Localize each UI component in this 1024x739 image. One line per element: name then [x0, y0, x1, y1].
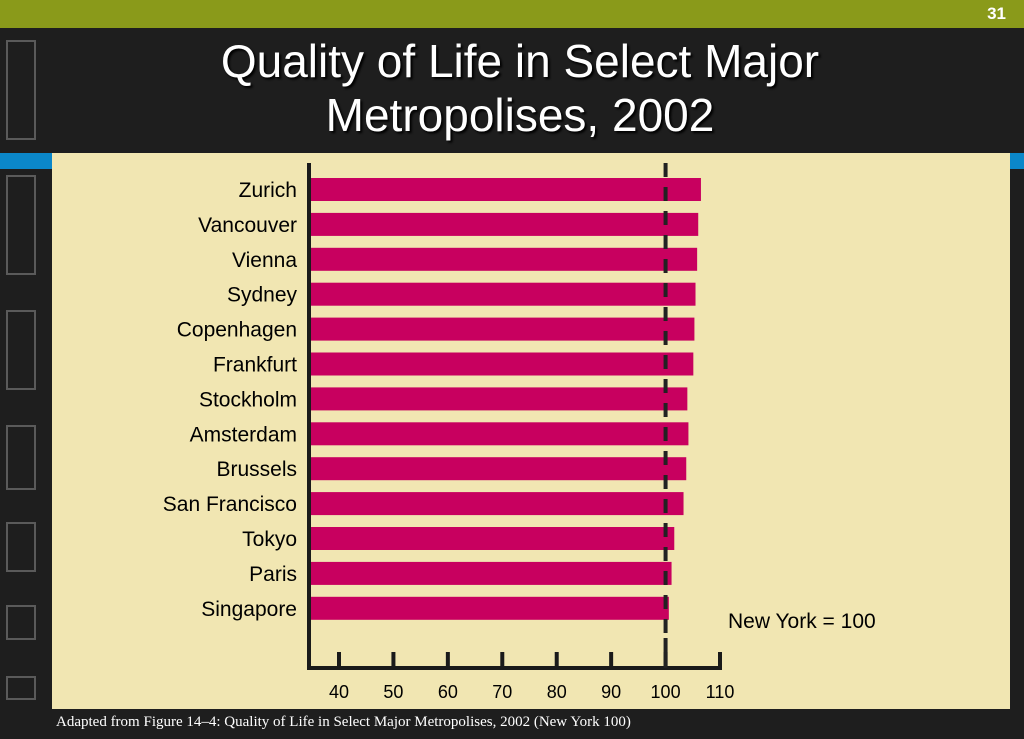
- x-tick-label: 70: [492, 682, 512, 702]
- category-label: Paris: [249, 563, 297, 586]
- bar: [311, 561, 672, 585]
- category-label: Zurich: [239, 179, 297, 202]
- side-decoration: [6, 310, 36, 390]
- category-label: Brussels: [216, 458, 297, 481]
- x-tick-label: 80: [547, 682, 567, 702]
- bar: [311, 457, 687, 481]
- x-tick-label: 110: [706, 682, 735, 702]
- bar: [311, 247, 698, 271]
- bar: [311, 422, 689, 446]
- category-label: Vienna: [232, 249, 297, 272]
- bar: [311, 492, 684, 516]
- category-label: Singapore: [201, 598, 297, 621]
- bar: [311, 387, 688, 411]
- x-tick-label: 50: [383, 682, 403, 702]
- side-decoration: [6, 175, 36, 275]
- category-label: Sydney: [227, 284, 298, 307]
- title-line-1: Quality of Life in Select Major: [220, 35, 820, 87]
- side-decoration: [6, 40, 36, 140]
- x-tick-label: 100: [651, 682, 681, 702]
- bar: [311, 596, 669, 620]
- bar: [311, 282, 696, 306]
- x-tick-label: 60: [438, 682, 458, 702]
- accent-tab: [0, 153, 52, 169]
- category-label: Amsterdam: [190, 423, 297, 446]
- x-tick-label: 90: [601, 682, 621, 702]
- category-label: Frankfurt: [213, 354, 297, 377]
- side-decoration: [6, 605, 36, 640]
- bar: [311, 317, 695, 341]
- title-line-2: Metropolises, 2002: [325, 89, 715, 141]
- slide-number: 31: [987, 4, 1006, 23]
- category-label: San Francisco: [163, 493, 297, 516]
- side-decoration: [6, 522, 36, 572]
- category-label: Tokyo: [242, 528, 297, 551]
- bar: [311, 527, 675, 550]
- category-label: Vancouver: [198, 214, 297, 237]
- figure-caption: Adapted from Figure 14–4: Quality of Lif…: [56, 714, 631, 730]
- x-tick-label: 40: [329, 682, 349, 702]
- bar: [311, 212, 699, 236]
- accent-tab: [1010, 153, 1024, 169]
- reference-annotation: New York = 100: [728, 610, 876, 633]
- page-title: Quality of Life in Select Major Metropol…: [150, 34, 890, 142]
- bar: [311, 352, 694, 376]
- side-decoration: [6, 425, 36, 490]
- top-bar: 31: [0, 0, 1024, 28]
- bar: [311, 178, 701, 201]
- side-decoration: [6, 676, 36, 700]
- category-label: Copenhagen: [177, 319, 297, 342]
- category-label: Stockholm: [199, 388, 297, 411]
